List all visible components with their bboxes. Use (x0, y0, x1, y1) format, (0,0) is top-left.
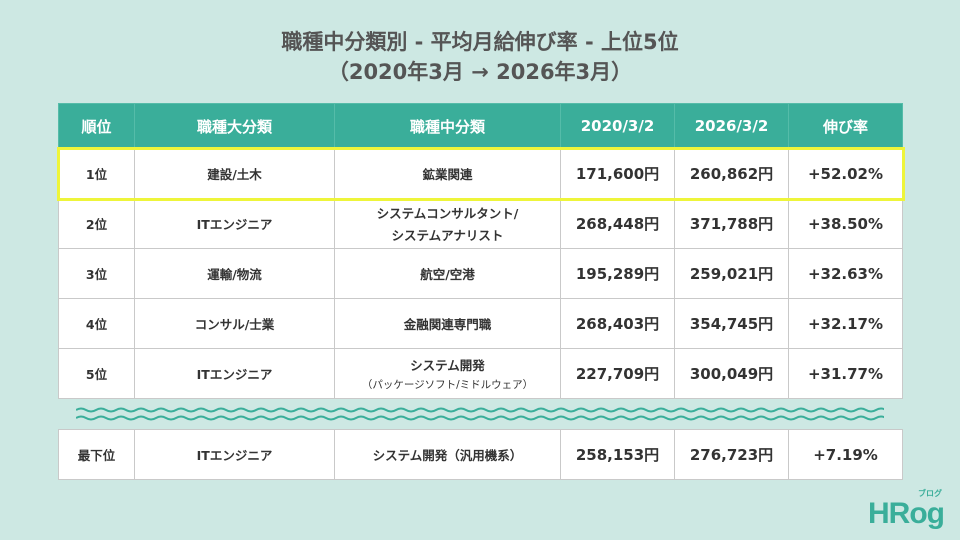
sub-category-cell: システムコンサルタント/ システムアナリスト (334, 198, 561, 249)
growth-cell: +31.77% (788, 348, 903, 399)
sub-category-cell: 鉱業関連 (334, 148, 561, 199)
sub-category-cell: 金融関連専門職 (334, 298, 561, 349)
major-category-cell: ITエンジニア (134, 348, 335, 399)
rank-cell: 5位 (58, 348, 135, 399)
major-category-cell: コンサル/士業 (134, 298, 335, 349)
header-major: 職種大分類 (134, 103, 335, 149)
growth-cell: +7.19% (788, 429, 903, 480)
salary-2026-cell: 259,021円 (674, 248, 789, 299)
sub-category-text-line2: システムアナリスト (391, 228, 504, 243)
hrog-logo: ブログ HRog (868, 489, 948, 530)
salary-2020-cell: 258,153円 (560, 429, 675, 480)
lowest-rank-table: 最下位 ITエンジニア システム開発（汎用機系） 258,153円 276,72… (58, 429, 903, 480)
header-rank: 順位 (58, 103, 135, 149)
wave-divider (76, 407, 884, 421)
rank-cell: 2位 (58, 198, 135, 249)
growth-cell: +32.63% (788, 248, 903, 299)
salary-2020-cell: 268,403円 (560, 298, 675, 349)
rank-cell: 1位 (58, 148, 135, 199)
salary-2020-cell: 268,448円 (560, 198, 675, 249)
rank-cell: 3位 (58, 248, 135, 299)
rank-cell: 4位 (58, 298, 135, 349)
table-row: 5位 ITエンジニア システム開発 （パッケージソフト/ミドルウェア） 227,… (58, 348, 903, 399)
salary-2020-cell: 171,600円 (560, 148, 675, 199)
table-row: 1位 建設/土木 鉱業関連 171,600円 260,862円 +52.02% (58, 148, 903, 199)
salary-2020-cell: 195,289円 (560, 248, 675, 299)
title-line2: （2020年3月 → 2026年3月） (327, 60, 633, 84)
major-category-cell: 運輸/物流 (134, 248, 335, 299)
salary-2026-cell: 276,723円 (674, 429, 789, 480)
header-growth: 伸び率 (788, 103, 903, 149)
growth-cell: +38.50% (788, 198, 903, 249)
salary-2026-cell: 300,049円 (674, 348, 789, 399)
sub-category-text-line2: （パッケージソフト/ミドルウェア） (361, 379, 534, 391)
salary-2026-cell: 354,745円 (674, 298, 789, 349)
salary-2026-cell: 260,862円 (674, 148, 789, 199)
wave-line-2 (76, 415, 884, 421)
major-category-cell: ITエンジニア (134, 198, 335, 249)
growth-cell: +52.02% (788, 148, 903, 199)
header-sub: 職種中分類 (334, 103, 561, 149)
major-category-cell: 建設/土木 (134, 148, 335, 199)
growth-cell: +32.17% (788, 298, 903, 349)
sub-category-text: システム開発 (410, 358, 485, 373)
logo-text: HRog (868, 497, 945, 530)
salary-2020-cell: 227,709円 (560, 348, 675, 399)
table-row: 4位 コンサル/士業 金融関連専門職 268,403円 354,745円 +32… (58, 298, 903, 349)
page-title: 職種中分類別 - 平均月給伸び率 - 上位5位 （2020年3月 → 2026年… (0, 27, 960, 87)
sub-category-text: 航空/空港 (420, 267, 475, 282)
header-2026: 2026/3/2 (674, 103, 789, 149)
sub-category-text: システムコンサルタント/ (376, 206, 519, 221)
sub-category-cell: システム開発（汎用機系） (334, 429, 561, 480)
title-line1: 職種中分類別 - 平均月給伸び率 - 上位5位 (281, 30, 679, 54)
table-row-lowest: 最下位 ITエンジニア システム開発（汎用機系） 258,153円 276,72… (58, 429, 903, 480)
rank-cell: 最下位 (58, 429, 135, 480)
table-row: 2位 ITエンジニア システムコンサルタント/ システムアナリスト 268,44… (58, 198, 903, 249)
header-2020: 2020/3/2 (560, 103, 675, 149)
salary-2026-cell: 371,788円 (674, 198, 789, 249)
table-row: 3位 運輸/物流 航空/空港 195,289円 259,021円 +32.63% (58, 248, 903, 299)
ranking-table: 順位 職種大分類 職種中分類 2020/3/2 2026/3/2 伸び率 1位 … (58, 103, 903, 399)
sub-category-text: 金融関連専門職 (403, 317, 492, 332)
sub-category-cell: システム開発 （パッケージソフト/ミドルウェア） (334, 348, 561, 399)
sub-category-text: 鉱業関連 (422, 167, 473, 182)
sub-category-cell: 航空/空港 (334, 248, 561, 299)
table-header-row: 順位 職種大分類 職種中分類 2020/3/2 2026/3/2 伸び率 (58, 103, 903, 149)
major-category-cell: ITエンジニア (134, 429, 335, 480)
wave-line-1 (76, 407, 884, 413)
logo-subtext: ブログ (918, 489, 942, 498)
